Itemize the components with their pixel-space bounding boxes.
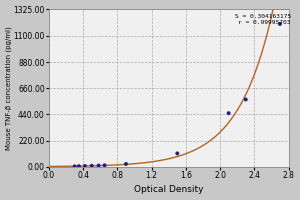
Point: [278, 22, 282, 26]
Y-axis label: Mouse TNF-β concentration (pg/ml): Mouse TNF-β concentration (pg/ml): [6, 26, 12, 150]
Point: [175, 152, 180, 155]
Point: [76, 165, 81, 168]
Point: [243, 98, 248, 101]
Point: [82, 164, 87, 168]
Point: [72, 165, 77, 168]
Text: S = 0.304163175
r = 0.99995703: S = 0.304163175 r = 0.99995703: [235, 14, 291, 25]
Point: [124, 162, 128, 166]
Point: [102, 164, 107, 167]
Point: [89, 164, 94, 167]
Point: [96, 164, 101, 167]
Point: [226, 112, 231, 115]
X-axis label: Optical Density: Optical Density: [134, 185, 203, 194]
